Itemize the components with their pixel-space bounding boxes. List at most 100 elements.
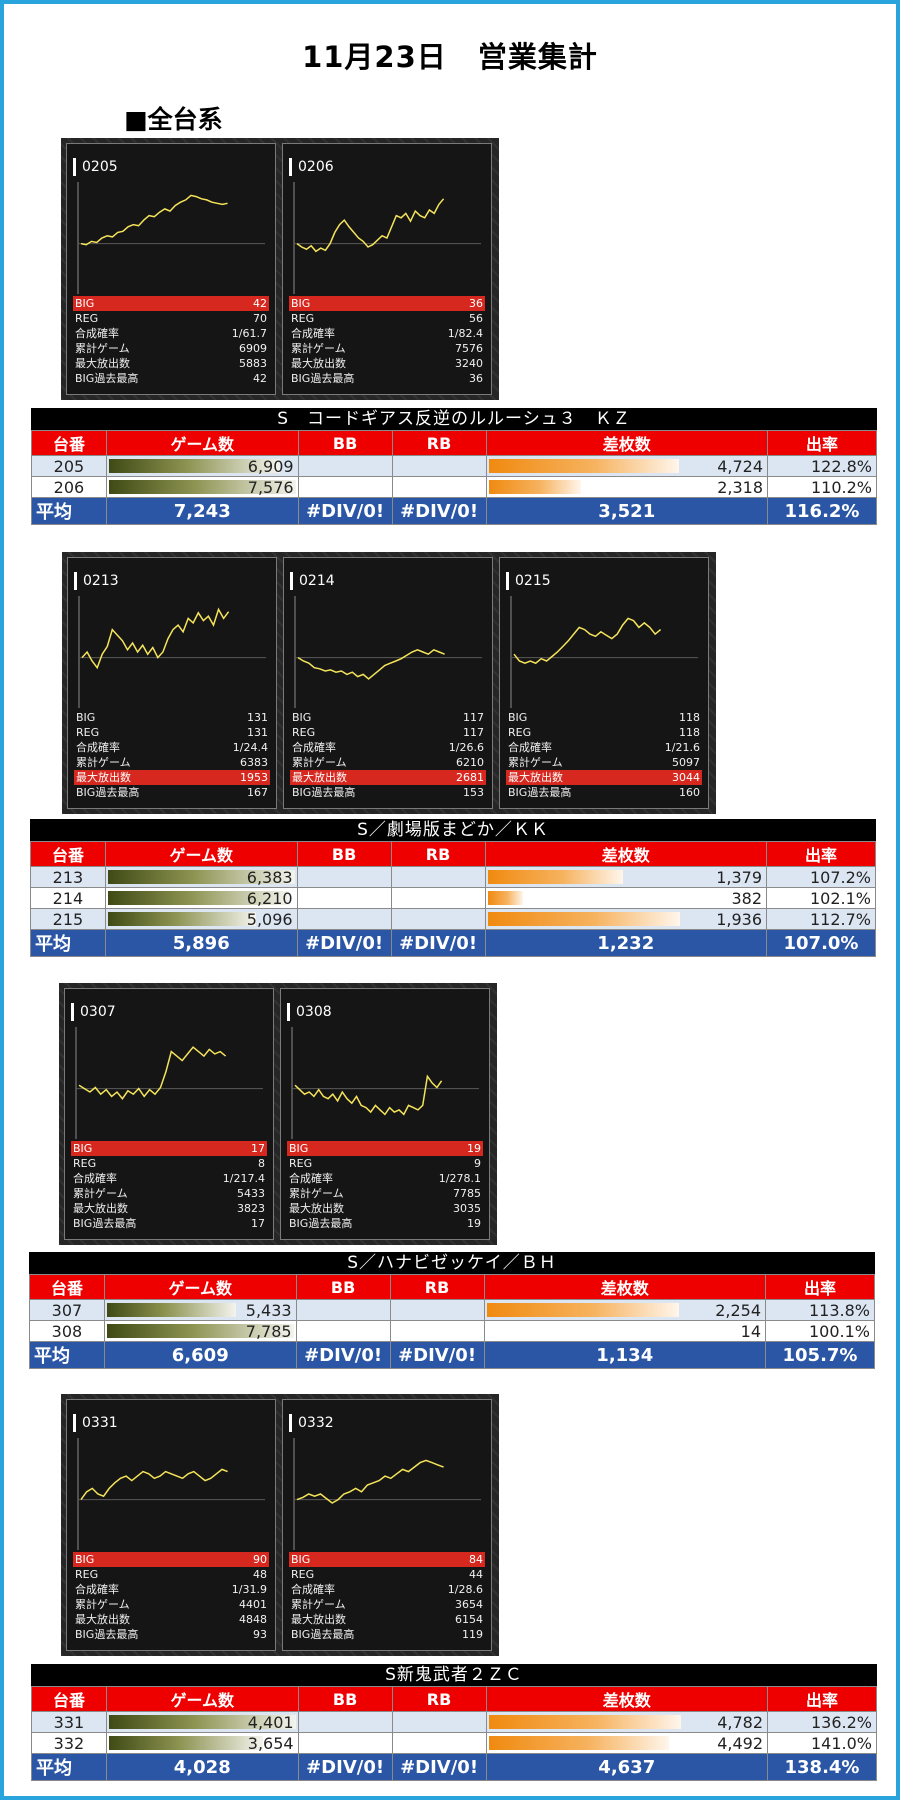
stat-row: 累計ゲーム 7785 <box>287 1186 483 1201</box>
stat-value: 6154 <box>455 1613 483 1626</box>
stat-value: 17 <box>251 1217 265 1230</box>
games-bar <box>106 1324 294 1338</box>
machine-panel[interactable]: 0331 BIG 90 REG 48 合成確率 1/31.9 累計ゲーム 4401 最大放出数 48… <box>66 1399 276 1651</box>
table-row: 332 3,654 4,492 141.0% <box>31 1732 877 1754</box>
stat-label: REG <box>73 1157 97 1170</box>
trend-line <box>78 1046 227 1100</box>
col-bb: BB <box>296 841 392 867</box>
stat-label: 最大放出数 <box>75 1613 130 1626</box>
games-value: 6,210 <box>246 888 293 908</box>
bb-cell <box>297 1732 393 1754</box>
stat-value: 1/26.6 <box>448 741 484 754</box>
summary-table: 台番 ゲーム数 BB RB 差枚数 出率 205 6,909 4,724 122.8% 206 7,5… <box>31 430 877 525</box>
col-games: ゲーム数 <box>105 430 299 456</box>
stat-row: BIG 131 <box>74 710 270 725</box>
games-value: 4,401 <box>247 1712 294 1732</box>
avg-rb: #DIV/0! <box>391 497 487 525</box>
stat-row: 合成確率 1/24.4 <box>74 740 270 755</box>
stat-label: BIG過去最高 <box>289 1217 353 1230</box>
stat-label: 累計ゲーム <box>292 756 347 769</box>
machine-panel[interactable]: 0205 BIG 42 REG 70 合成確率 1/61.7 累計ゲーム 6909 最大放出数 58… <box>66 143 276 395</box>
stat-value: 8 <box>258 1157 265 1170</box>
diff-bar <box>487 870 623 884</box>
stat-value: 1/31.9 <box>231 1583 267 1596</box>
machine-panel[interactable]: 0213 BIG 131 REG 131 合成確率 1/24.4 累計ゲーム 6383 最大放出数… <box>67 557 277 809</box>
average-row: 平均 5,896 #DIV/0! #DIV/0! 1,232 107.0% <box>30 929 876 957</box>
trend-chart <box>75 1027 263 1139</box>
machine-panel[interactable]: 0332 BIG 84 REG 44 合成確率 1/28.6 累計ゲーム 3654 最大放出数 61… <box>282 1399 492 1651</box>
stat-label: BIG <box>291 1553 311 1566</box>
stat-value: 19 <box>467 1142 481 1155</box>
stat-row: 最大放出数 3823 <box>71 1201 267 1216</box>
diff-value: 2,318 <box>717 477 763 497</box>
games-value: 5,096 <box>246 909 293 929</box>
stat-row: REG 70 <box>73 311 269 326</box>
rb-cell <box>390 887 486 909</box>
diff-bar <box>487 891 523 905</box>
stat-value: 1/82.4 <box>447 327 483 340</box>
bb-cell <box>296 908 392 930</box>
machine-panel[interactable]: 0206 BIG 36 REG 56 合成確率 1/82.4 累計ゲーム 7576 最大放出数 32… <box>282 143 492 395</box>
col-bb: BB <box>295 1274 391 1300</box>
average-label: 平均 <box>30 929 106 957</box>
stat-label: BIG <box>291 297 311 310</box>
stat-label: BIG過去最高 <box>508 786 572 799</box>
diff-cell: 2,254 <box>483 1299 767 1321</box>
rate-cell: 102.1% <box>766 887 876 909</box>
machine-panel[interactable]: 0215 BIG 118 REG 118 合成確率 1/21.6 累計ゲーム 5097 最大放出数… <box>499 557 709 809</box>
stat-row: BIG 118 <box>506 710 702 725</box>
trend-line <box>297 648 445 680</box>
stat-label: 最大放出数 <box>292 771 347 784</box>
stat-row: REG 44 <box>289 1567 485 1582</box>
stat-value: 42 <box>253 372 267 385</box>
col-rate: 出率 <box>766 841 876 867</box>
machine-panel[interactable]: 0307 BIG 17 REG 8 合成確率 1/217.4 累計ゲーム 5433 最大放出数 38… <box>64 988 274 1240</box>
rate-cell: 107.2% <box>766 866 876 888</box>
stat-label: REG <box>76 726 100 739</box>
stat-label: 合成確率 <box>73 1172 117 1185</box>
machine-panel[interactable]: 0214 BIG 117 REG 117 合成確率 1/26.6 累計ゲーム 6210 最大放出数… <box>283 557 493 809</box>
stat-label: 合成確率 <box>291 1583 335 1596</box>
stat-value: 93 <box>253 1628 267 1641</box>
trend-line <box>81 607 230 670</box>
stat-label: BIG過去最高 <box>75 372 139 385</box>
diff-value: 1,936 <box>716 909 762 929</box>
diff-value: 4,782 <box>717 1712 763 1732</box>
stat-label: REG <box>292 726 316 739</box>
stat-value: 1/61.7 <box>231 327 267 340</box>
stat-label: BIG <box>508 711 528 724</box>
machine-stats: BIG 117 REG 117 合成確率 1/26.6 累計ゲーム 6210 最大放出数 2681… <box>290 710 486 800</box>
table-header-row: 台番 ゲーム数 BB RB 差枚数 出率 <box>30 841 876 867</box>
machine-panels: 0331 BIG 90 REG 48 合成確率 1/31.9 累計ゲーム 4401 最大放出数 48… <box>61 1394 499 1656</box>
stat-label: REG <box>291 1568 315 1581</box>
bb-cell <box>297 455 393 477</box>
stat-value: 1/28.6 <box>447 1583 483 1596</box>
rb-cell <box>390 866 486 888</box>
stat-row: 累計ゲーム 4401 <box>73 1597 269 1612</box>
table-row: 213 6,383 1,379 107.2% <box>30 866 876 888</box>
games-bar <box>107 891 289 905</box>
stat-label: 合成確率 <box>76 741 120 754</box>
rate-cell: 100.1% <box>765 1320 875 1342</box>
trend-chart <box>291 1027 479 1139</box>
machine-stats: BIG 118 REG 118 合成確率 1/21.6 累計ゲーム 5097 最大放出数 3044… <box>506 710 702 800</box>
avg-bb: #DIV/0! <box>297 497 393 525</box>
stat-row: BIG過去最高 167 <box>74 785 270 800</box>
diff-cell: 382 <box>484 887 768 909</box>
stat-row: BIG過去最高 153 <box>290 785 486 800</box>
games-value: 6,383 <box>246 867 293 887</box>
stat-label: 合成確率 <box>292 741 336 754</box>
trend-chart <box>77 182 265 294</box>
col-rb: RB <box>389 1274 485 1300</box>
table-row: 205 6,909 4,724 122.8% <box>31 455 877 477</box>
col-rb: RB <box>391 430 487 456</box>
machine-id: 0332 <box>289 1414 334 1432</box>
stat-value: 3823 <box>237 1202 265 1215</box>
machine-panel[interactable]: 0308 BIG 19 REG 9 合成確率 1/278.1 累計ゲーム 7785 最大放出数 30… <box>280 988 490 1240</box>
games-value: 6,909 <box>247 456 294 476</box>
stat-value: 167 <box>247 786 268 799</box>
section-heading: ■全台系 <box>124 105 223 134</box>
bb-cell <box>296 887 392 909</box>
avg-games: 6,609 <box>103 1341 297 1369</box>
table-row: 308 7,785 14 100.1% <box>29 1320 875 1342</box>
